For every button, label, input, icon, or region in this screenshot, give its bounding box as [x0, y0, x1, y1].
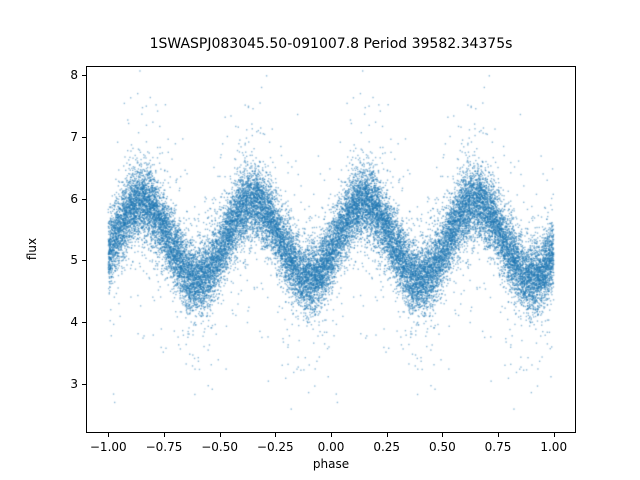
y-tick-label: 3: [70, 376, 78, 391]
y-tick-label: 6: [70, 191, 78, 206]
y-tick-mark: [82, 136, 86, 138]
x-tick-label: 0.25: [373, 440, 401, 454]
x-tick-mark: [553, 433, 555, 437]
x-axis-label: phase: [312, 457, 350, 471]
y-tick-label: 4: [70, 314, 78, 329]
x-tick-mark: [498, 433, 500, 437]
x-tick-label: −0.75: [145, 440, 183, 454]
y-tick-mark: [82, 383, 86, 385]
x-tick-mark: [331, 433, 332, 437]
x-tick-mark: [219, 433, 221, 437]
plot-area: [86, 66, 576, 433]
x-tick-label: −1.00: [89, 440, 127, 454]
x-tick-label: 0.75: [484, 440, 512, 454]
x-tick-mark: [386, 433, 388, 437]
x-tick-mark: [108, 433, 110, 437]
chart-title: 1SWASPJ083045.50-091007.8 Period 39582.3…: [149, 36, 513, 52]
x-tick-mark: [275, 433, 277, 437]
x-tick-label: 0.00: [317, 440, 345, 454]
y-tick-mark: [82, 260, 86, 262]
y-tick-label: 8: [70, 68, 78, 83]
x-tick-label: −0.25: [256, 440, 294, 454]
x-tick-label: −0.50: [201, 440, 239, 454]
x-tick-mark: [442, 433, 444, 437]
y-tick-label: 7: [70, 129, 78, 144]
y-tick-mark: [82, 198, 86, 200]
y-tick-label: 5: [70, 253, 78, 268]
scatter-points: [87, 67, 575, 432]
x-tick-mark: [163, 433, 165, 437]
y-tick-mark: [82, 321, 86, 323]
y-tick-mark: [82, 75, 86, 77]
x-tick-label: 0.50: [429, 440, 456, 454]
x-tick-label: 1.00: [540, 440, 568, 454]
y-axis-label: flux: [25, 237, 39, 261]
